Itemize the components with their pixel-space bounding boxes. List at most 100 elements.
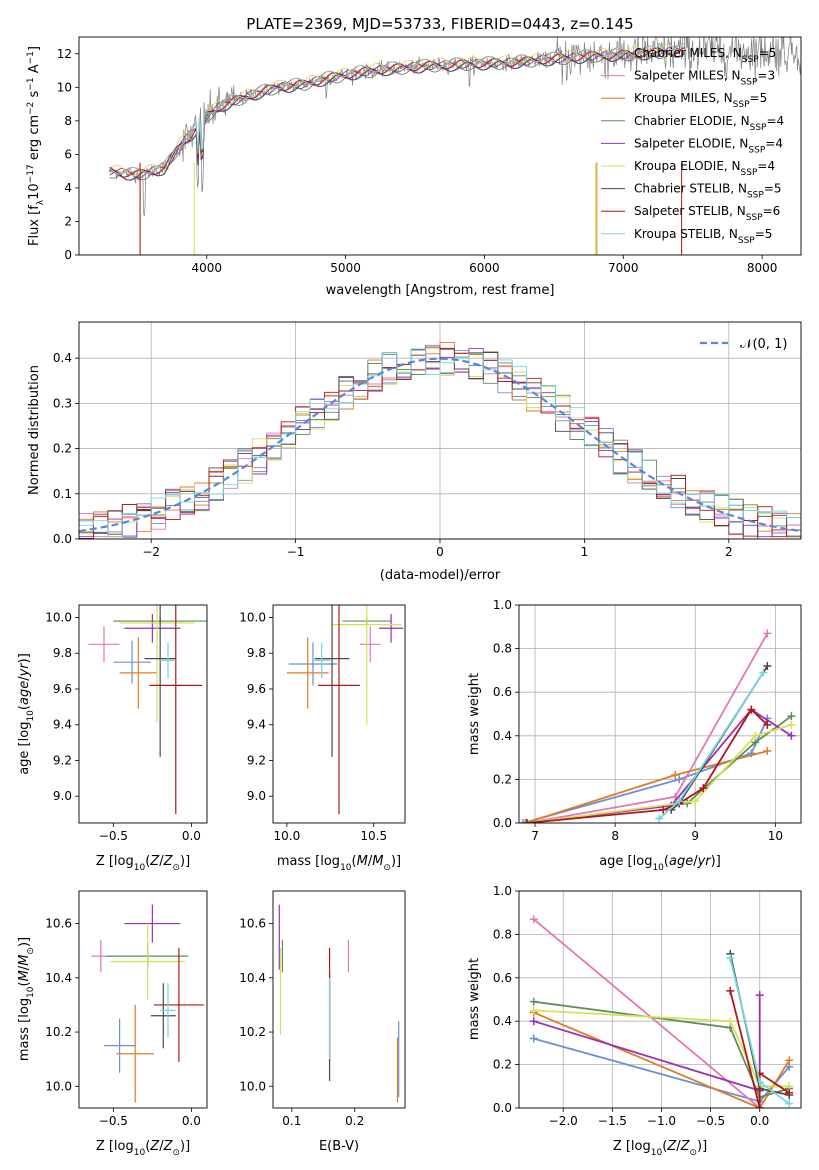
axes-frame [78, 604, 208, 824]
weight-line [522, 718, 769, 823]
errorbar-point [332, 605, 402, 725]
weight-marker [759, 668, 768, 677]
y-tick-label: 0.8 [493, 927, 512, 941]
weight-line [526, 724, 792, 823]
errorbar-point [314, 605, 350, 757]
y-tick-label: 9.4 [247, 718, 266, 732]
y-tick-label: 10.0 [239, 1079, 266, 1093]
y-tick-label: 0.3 [53, 396, 72, 410]
errorbar-point [160, 983, 176, 1038]
errorbar-point [119, 637, 158, 709]
weight-series [519, 714, 772, 823]
y-tick-label: 9.6 [247, 682, 266, 696]
plot-area [88, 605, 207, 815]
errorbar-point [153, 947, 204, 1062]
y-tick-label: 10.0 [239, 611, 266, 625]
axes-frame [78, 36, 802, 256]
y-tick-label: 0.6 [493, 685, 512, 699]
y-tick-label: 9.8 [53, 646, 72, 660]
x-axis-label: E(B-V) [319, 1139, 359, 1154]
axes-frame [518, 890, 802, 1109]
plot-area [278, 904, 400, 1103]
model-spectrum [109, 47, 685, 178]
weight-line [526, 708, 769, 823]
y-axis-label: Flux [fλ10−17 erg cm−2 s−1 A−1] [26, 46, 46, 246]
weight-marker [519, 819, 528, 823]
y-tick-label: 10.6 [45, 917, 72, 931]
weight-marker [521, 819, 530, 823]
y-tick-label: 10 [57, 80, 72, 94]
legend-entry: Chabrier MILES, NSSP=5 [634, 46, 776, 65]
x-tick-label: 10.5 [360, 829, 387, 843]
weight-marker [763, 629, 772, 638]
errorbar-point [113, 640, 151, 684]
weight-marker [726, 1017, 735, 1026]
y-tick-label: 10.0 [45, 1079, 72, 1093]
axes-frame [518, 604, 802, 824]
y-tick-label: 9.2 [247, 753, 266, 767]
x-tick-label: 0.2 [345, 1114, 364, 1128]
errorbar-point [124, 904, 181, 943]
y-tick-label: 0.8 [493, 642, 512, 656]
weight-marker [785, 1056, 794, 1065]
y-tick-label: 0.2 [493, 772, 512, 786]
x-tick-label: 9 [691, 829, 699, 843]
plot-area [529, 915, 794, 1108]
y-tick-label: 9.2 [53, 753, 72, 767]
weight-series [523, 629, 772, 823]
x-axis-label: Z [log10(Z/Z⊙)] [96, 854, 190, 873]
y-tick-label: 0.4 [53, 351, 72, 365]
weight-line [729, 990, 790, 1108]
plot-area [519, 629, 796, 823]
x-tick-label: 2 [725, 545, 733, 559]
x-tick-label: 10.0 [274, 829, 301, 843]
weight-marker [691, 797, 700, 806]
weight-series [726, 954, 794, 1108]
age-vs-metallicity-axes: −0.5 0.0 9.0 9.2 9.4 9.6 9.8 10.0 Z [log10(Z/Z⊙)… [17, 604, 208, 873]
weight-marker [675, 775, 684, 784]
weight-marker [529, 1017, 538, 1026]
x-tick-label: 0 [436, 545, 444, 559]
errorbar-point [124, 613, 181, 643]
x-tick-label: −0.5 [99, 1114, 128, 1128]
y-axis-label: mass weight [467, 958, 482, 1040]
plot-area [286, 605, 404, 815]
axes-frame [272, 890, 406, 1109]
x-axis-label: wavelength [Angstrom, rest frame] [326, 283, 555, 298]
y-tick-label: 10.4 [239, 971, 266, 985]
y-axis-label: mass [log10(M/M⊙)] [17, 937, 36, 1061]
y-tick-label: 10.6 [239, 917, 266, 931]
weight-marker [529, 1006, 538, 1015]
axes-frame [78, 890, 208, 1109]
y-tick-label: 0.0 [53, 532, 72, 546]
legend-entry: Chabrier ELODIE, NSSP=4 [634, 114, 784, 133]
y-tick-label: 9.0 [247, 789, 266, 803]
weight-marker [655, 814, 664, 823]
errorbar-point [378, 613, 404, 643]
y-tick-label: 0.2 [493, 1058, 512, 1072]
weight-marker [755, 1077, 764, 1086]
weight-marker [763, 747, 772, 756]
x-tick-label: 0.0 [182, 829, 201, 843]
x-axis-label: age [log10(age/yr)] [599, 854, 721, 873]
weight-marker [529, 915, 538, 924]
x-tick-label: 0.0 [750, 1114, 769, 1128]
y-tick-label: 10.4 [45, 971, 72, 985]
model-spectrum [109, 44, 685, 177]
y-axis-label: age [log10(age/yr)] [17, 653, 36, 775]
weight-marker [785, 1099, 794, 1108]
weight-line [526, 632, 769, 823]
legend: 𝒩(0, 1) [700, 337, 787, 352]
weight-marker [755, 1104, 764, 1108]
legend-entry: Salpeter STELIB, NSSP=6 [634, 204, 780, 223]
x-tick-label: −0.5 [99, 829, 128, 843]
normal-reference-curve [79, 357, 801, 533]
legend-entry: 𝒩(0, 1) [740, 337, 787, 352]
weight-marker [671, 771, 680, 780]
weight-marker [763, 662, 772, 671]
weight-marker [763, 720, 772, 729]
legend-entry: Chabrier STELIB, NSSP=5 [634, 182, 782, 201]
errorbar-point [312, 642, 331, 679]
x-tick-label: 4000 [191, 261, 222, 275]
y-tick-label: 4 [64, 181, 72, 195]
